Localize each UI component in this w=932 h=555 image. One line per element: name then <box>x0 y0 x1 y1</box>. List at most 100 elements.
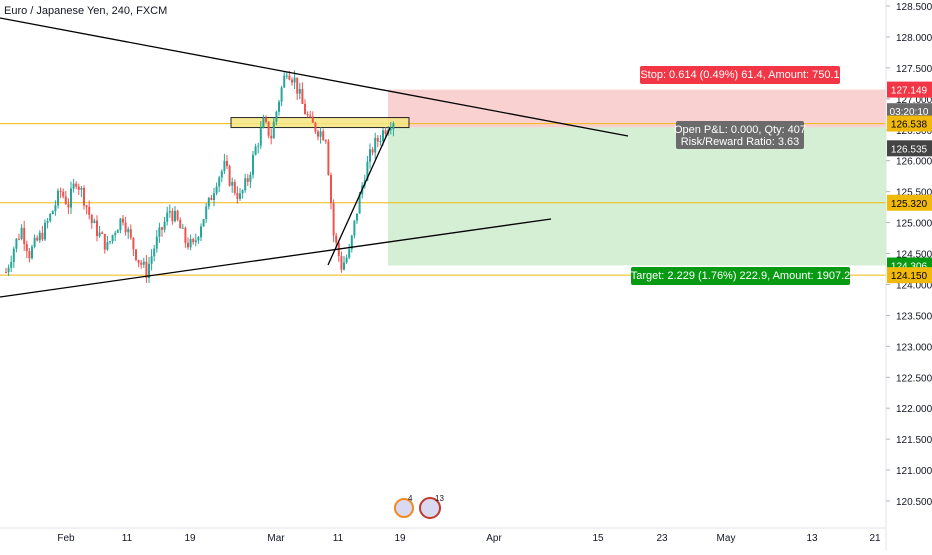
candle-body <box>109 241 111 243</box>
time-axis[interactable]: Feb 11 19 Mar 11 19 Apr 15 23 May 13 21 <box>57 533 881 544</box>
price-tag: 126.535 <box>887 140 932 157</box>
candle-body <box>296 77 299 94</box>
candle-body <box>236 193 239 199</box>
candle-body <box>324 140 327 142</box>
price-tag: 126.538 <box>887 115 932 132</box>
candle-body <box>293 77 296 83</box>
candle-body <box>158 227 161 237</box>
candle-body <box>262 117 265 128</box>
candle-body <box>366 161 369 181</box>
price-tick-label: 128.500 <box>896 2 932 13</box>
candle-body <box>179 219 182 229</box>
candle-body <box>241 190 244 194</box>
candle-body <box>140 262 143 265</box>
candle-body <box>246 178 249 182</box>
candle-body <box>137 259 140 263</box>
candle-body <box>288 75 291 80</box>
candle-body <box>376 137 379 142</box>
chart-title: Euro / Japanese Yen, 240, FXCM <box>4 5 167 17</box>
candle-body <box>309 115 312 117</box>
candle-body <box>64 196 67 204</box>
candle-body <box>270 135 273 139</box>
candle-body <box>176 210 179 220</box>
candle-body <box>77 186 80 190</box>
candle-body <box>127 229 130 233</box>
candle-body <box>119 218 122 231</box>
time-tick-label: 23 <box>656 533 668 544</box>
price-tick-label: 124.000 <box>896 280 932 291</box>
price-tick-label: 120.500 <box>896 497 932 508</box>
time-tick-label: 19 <box>184 533 196 544</box>
candle-body <box>213 193 215 201</box>
time-tick-label: 13 <box>806 533 818 544</box>
time-tick-label: Apr <box>486 533 502 544</box>
candle-body <box>85 205 88 207</box>
candle-body <box>228 166 231 186</box>
price-tag-bg <box>887 81 932 98</box>
target-label-bg <box>631 267 850 285</box>
pnl-info-label-bg <box>676 121 804 149</box>
candle-body <box>311 116 314 123</box>
candle-body <box>114 232 117 236</box>
candle-body <box>369 149 371 162</box>
candle-body <box>171 211 174 222</box>
target-label-text-1: Target: 2.229 (1.76%) 222.9, Amount: 190… <box>631 270 851 282</box>
candle-body <box>15 238 18 249</box>
stop-label[interactable]: Stop: 0.614 (0.49%) 61.4, Amount: 750.1 <box>640 66 840 84</box>
candle-body <box>31 246 33 259</box>
candle-body <box>233 181 236 194</box>
candle-body <box>49 214 52 221</box>
candle-body <box>192 238 195 243</box>
economic-event-icon[interactable] <box>419 497 441 519</box>
candle-body <box>148 263 150 278</box>
candle-body <box>249 174 252 182</box>
candle-body <box>44 222 46 240</box>
candle-body <box>163 221 166 230</box>
earnings-event-icon[interactable] <box>394 498 414 518</box>
candle-body <box>51 210 54 215</box>
candle-body <box>382 130 384 142</box>
candle-body <box>207 197 210 207</box>
candle-body <box>187 242 189 248</box>
candle-body <box>33 237 36 247</box>
candle-body <box>72 183 75 189</box>
price-tick-label: 123.000 <box>896 342 932 353</box>
price-tick-label: 127.000 <box>896 95 932 106</box>
target-label[interactable]: Target: 2.229 (1.76%) 222.9, Amount: 190… <box>631 267 851 285</box>
candle-body <box>343 262 345 270</box>
price-tag-bg <box>887 194 932 211</box>
candle-body <box>220 171 223 178</box>
price-tag: 125.320 <box>887 194 932 211</box>
descending-trendline[interactable] <box>0 17 629 137</box>
candle-body <box>215 186 218 194</box>
price-tag: 03:20:10 <box>887 103 932 120</box>
candle-body <box>10 262 13 268</box>
candle-body <box>314 122 317 132</box>
price-tag: 127.149 <box>887 81 932 98</box>
candle-body <box>330 174 332 204</box>
price-tag-label: 127.149 <box>891 86 928 97</box>
candle-body <box>124 222 127 233</box>
candle-body <box>322 131 325 141</box>
resistance-box[interactable] <box>230 117 410 129</box>
price-tag: 124.150 <box>887 267 932 284</box>
candle-body <box>57 190 59 206</box>
candle-body <box>210 197 213 201</box>
candle-body <box>88 206 91 215</box>
candle-body <box>356 213 358 221</box>
stop-label-bg <box>640 66 840 84</box>
event-badges[interactable]: 4 13 <box>394 494 444 519</box>
price-tag-bg <box>887 267 932 284</box>
price-tick-label: 128.000 <box>896 33 932 44</box>
time-tick-label: 19 <box>394 533 406 544</box>
target-zone <box>388 127 886 266</box>
rising-trendline[interactable] <box>327 127 391 266</box>
candle-body <box>155 236 158 249</box>
candle-body <box>257 145 260 147</box>
ascending-trendline[interactable] <box>0 218 552 298</box>
price-tick-label: 121.000 <box>896 466 932 477</box>
time-tick-label: 21 <box>869 533 881 544</box>
candle-body <box>20 227 23 240</box>
